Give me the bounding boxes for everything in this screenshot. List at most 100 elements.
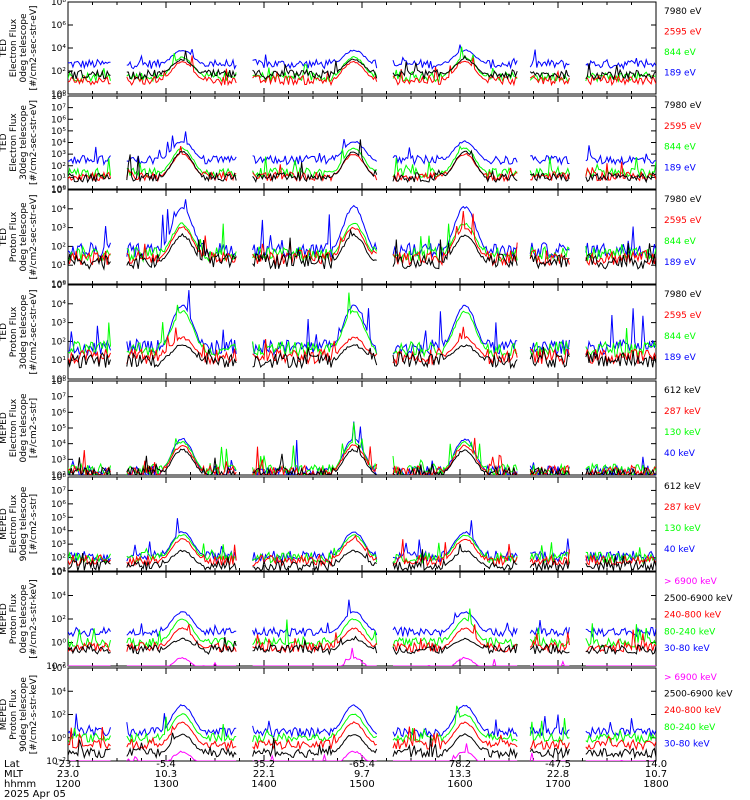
legend-entry: 30-80 keV (664, 644, 710, 654)
y-axis-label-line: 0deg telescope (19, 584, 29, 654)
panel-3: 10⁰ 10¹ 10² 10³ 10⁴ 10⁵ TED Proton Flux 0deg tel… (0, 186, 702, 290)
legend-entry: 844 eV (664, 48, 697, 58)
y-tick-label: 10³ (51, 540, 66, 550)
y-axis-label: MEPED Proton Flux 0deg telescope [#/cm2-s-s… (0, 579, 39, 658)
y-axis-label-line: MEPED (0, 508, 9, 540)
hhmm-tick-label: 1800 (643, 779, 668, 790)
y-tick-label: 10⁴ (51, 687, 66, 697)
legend-entry: 40 keV (664, 449, 696, 459)
series-line-40-keV (68, 518, 656, 564)
y-tick-label: 10⁰ (51, 375, 66, 385)
legend-entry: 2595 eV (664, 28, 702, 38)
y-tick-label: 10⁶ (51, 568, 66, 578)
panel-1: 10⁰ 10² 10⁴ 10⁶ 10⁸ TED Electron Flux 0deg tele… (0, 0, 702, 100)
y-tick-label: 10⁸ (51, 92, 66, 102)
y-tick-label: 10⁵ (51, 513, 66, 523)
mlt-tick-label: 9.7 (354, 769, 370, 780)
mlt-tick-label: 22.1 (253, 769, 275, 780)
legend-entry: > 6900 keV (664, 577, 718, 587)
y-axis-label: TED Electron Flux 30deg telescope [#/cm2-se… (0, 100, 39, 185)
legend-entry: 240-800 keV (664, 611, 722, 621)
y-tick-label: 10⁰ (51, 90, 66, 100)
series-line-240-800-keV (68, 624, 656, 654)
series-line-189-eV (68, 44, 656, 71)
y-tick-label: 10⁵ (51, 281, 66, 291)
series-line-80-240-keV (68, 705, 656, 745)
legend-entry: 287 keV (664, 407, 701, 417)
y-tick-label: 10⁸ (51, 0, 66, 8)
legend-entry: 2500-6900 keV (664, 594, 733, 604)
y-axis-label-line: 90deg telescope (19, 486, 29, 561)
y-axis-label-line: TED (0, 133, 9, 152)
y-axis-label-line: 90deg telescope (19, 677, 29, 752)
y-tick-label: 10⁶ (51, 664, 66, 674)
y-axis-label-line: Proton Flux (9, 306, 19, 357)
legend-entry: 189 eV (664, 258, 697, 268)
y-axis-label-line: 30deg telescope (19, 294, 29, 369)
hhmm-tick-label: 1300 (153, 779, 178, 790)
lat-tick-label: -23.1 (55, 759, 81, 770)
y-tick-label: 10⁴ (51, 300, 66, 310)
y-axis-label: MEPED Electron Flux 90deg telescope [#/cm2-… (0, 486, 39, 561)
y-tick-label: 10⁴ (51, 592, 66, 602)
y-tick-label: 10⁷ (51, 104, 66, 114)
y-axis-label: MEPED Proton Flux 90deg telescope [#/cm2-s-… (0, 675, 39, 754)
panel-5: 10² 10³ 10⁴ 10⁵ 10⁶ 10⁷ 10⁸ MEPED Electron Flux 0… (0, 377, 701, 481)
y-axis-label: MEPED Electron Flux 0deg telescope [#/cm2-s… (0, 393, 39, 463)
series-line-7980-eV (68, 50, 656, 81)
y-axis-label: TED Proton Flux 0deg telescope [#/cm2-sec-s… (0, 195, 39, 280)
legend-entry: 130 keV (664, 428, 701, 438)
y-axis-label-line: [#/cm2-sec-str-eV] (29, 290, 39, 375)
date-label: 2025 Apr 05 (4, 789, 66, 800)
y-tick-label: 10² (51, 615, 66, 625)
series-line-189-eV (68, 290, 656, 357)
lat-tick-label: 14.0 (645, 759, 667, 770)
lat-tick-label: -65.4 (349, 759, 375, 770)
mlt-tick-label: 10.7 (645, 769, 667, 780)
panel-4: 10⁰ 10¹ 10² 10³ 10⁴ 10⁵ TED Proton Flux 30deg te… (0, 281, 702, 385)
series-line-7980-eV (68, 228, 656, 271)
y-tick-label: 10⁵ (51, 424, 66, 434)
series-line-612-keV (68, 444, 656, 475)
y-tick-label: 10² (51, 337, 66, 347)
mlt-tick-label: 10.3 (155, 769, 177, 780)
y-axis-label-line: TED (0, 228, 9, 247)
y-axis-label-line: Proton Flux (9, 211, 19, 262)
y-tick-label: 10⁰ (51, 734, 66, 744)
legend-entry: 2595 eV (664, 122, 702, 132)
series-line-240-800-keV (68, 721, 656, 752)
hhmm-tick-label: 1200 (55, 779, 80, 790)
y-tick-label: 10⁷ (51, 486, 66, 496)
legend-entry: 7980 eV (664, 290, 702, 300)
y-axis-label-line: 0deg telescope (19, 202, 29, 272)
series-line-2500-6900-keV (68, 732, 656, 760)
y-axis-label-line: 0deg telescope (19, 393, 29, 463)
y-axis-label-line: 0deg telescope (19, 13, 29, 83)
hhmm-tick-label: 1500 (349, 779, 374, 790)
y-tick-label: 10⁸ (51, 377, 66, 387)
series-line--6900-keV (68, 647, 656, 666)
legend-entry: 30-80 keV (664, 739, 710, 749)
legend-entry: 612 keV (664, 386, 701, 396)
y-axis-label-line: Electron Flux (9, 494, 19, 553)
hhmm-tick-label: 1700 (545, 779, 570, 790)
legend-entry: 130 keV (664, 524, 701, 534)
series-line-7980-eV (68, 343, 656, 370)
hhmm-row-label: hhmm (4, 779, 36, 790)
y-tick-label: 10⁶ (51, 408, 66, 418)
series-line-2595-eV (68, 211, 656, 267)
y-tick-label: 10³ (51, 455, 66, 465)
y-tick-label: 10² (51, 242, 66, 252)
legend-entry: 612 keV (664, 482, 701, 492)
y-tick-label: 10⁶ (51, 21, 66, 31)
y-tick-label: 10² (51, 67, 66, 77)
y-tick-label: 10⁵ (51, 127, 66, 137)
mlt-row-label: MLT (4, 769, 24, 780)
series-line-2500-6900-keV (68, 635, 656, 656)
series-line-130-keV (68, 534, 656, 565)
legend-entry: 2595 eV (664, 311, 702, 321)
legend-entry: 844 eV (664, 332, 697, 342)
y-tick-label: 10⁴ (51, 205, 66, 215)
